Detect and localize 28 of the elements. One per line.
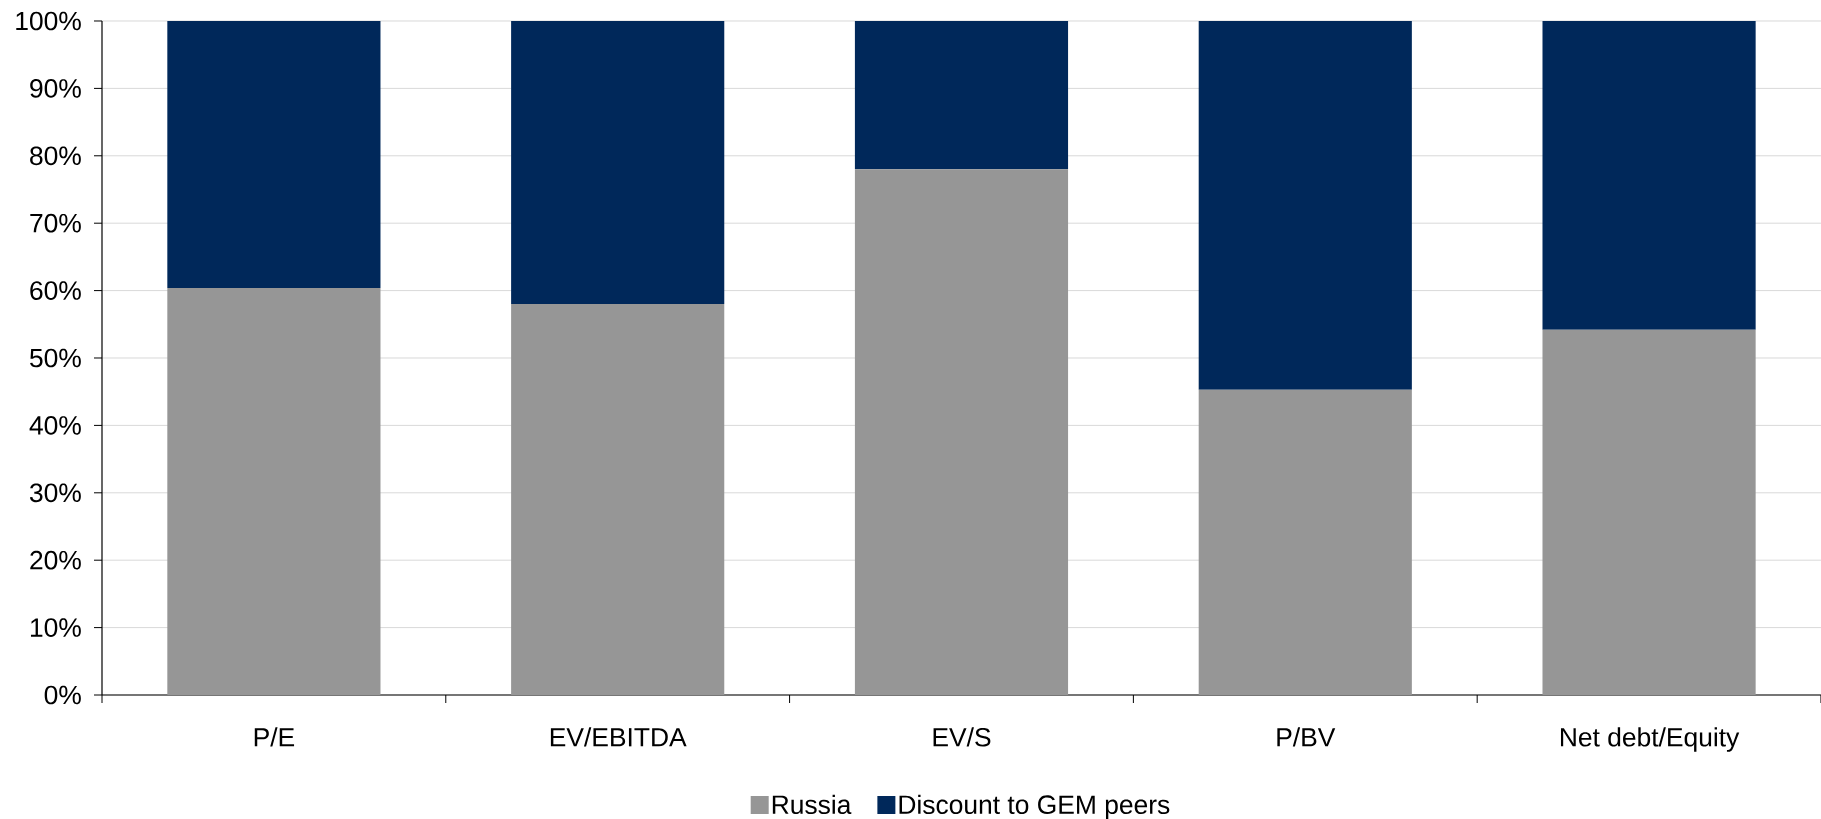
bar <box>167 287 381 695</box>
bar <box>511 304 725 695</box>
y-tick-label: 100% <box>16 11 81 31</box>
bar <box>1542 329 1756 695</box>
x-tick-label: P/BV <box>1277 727 1336 747</box>
y-tick-label: 30% <box>29 483 81 503</box>
bar <box>167 20 381 288</box>
x-tick-label: P/E <box>254 727 295 747</box>
y-tick-label: 10% <box>30 618 81 637</box>
y-tick-label: 70% <box>30 213 81 233</box>
y-tick-label: 90% <box>30 79 81 98</box>
legend-label: Discount to GEM peers <box>899 794 1170 819</box>
bar <box>854 169 1069 695</box>
bar <box>1198 20 1412 390</box>
x-tick-label: EV/S <box>933 727 991 747</box>
y-tick-label: 50% <box>30 348 81 368</box>
bar <box>1542 20 1756 330</box>
bar <box>854 20 1069 170</box>
y-tick-label: 0% <box>44 685 81 705</box>
y-tick-label: 80% <box>30 146 81 166</box>
bar <box>1198 389 1412 695</box>
y-tick-label: 60% <box>30 281 81 300</box>
y-tick-label: 40% <box>29 416 81 435</box>
bar <box>511 20 725 305</box>
x-tick-label: EV/EBITDA <box>550 727 687 747</box>
y-tick-label: 20% <box>30 550 81 570</box>
legend-label: Russia <box>772 794 852 815</box>
x-tick-label: Net debt/Equity <box>1560 727 1740 752</box>
